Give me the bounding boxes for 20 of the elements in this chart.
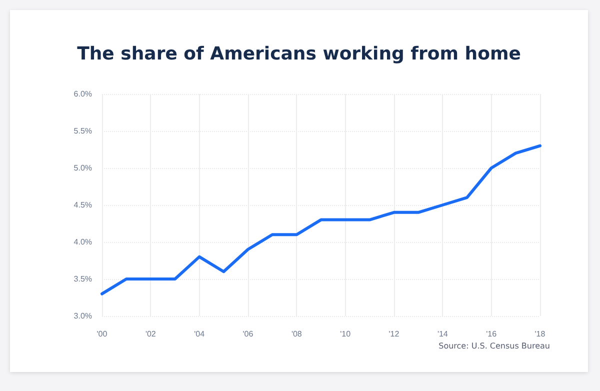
y-tick-label: 4.5% (74, 200, 92, 210)
x-tick-label: '14 (437, 330, 448, 338)
line-series (100, 144, 542, 296)
x-tick-label: '16 (486, 330, 498, 338)
x-tick-label: '00 (96, 330, 108, 338)
x-tick-label: '10 (340, 330, 352, 338)
x-tick-label: '18 (534, 330, 546, 338)
y-tick-label: 5.5% (74, 126, 92, 136)
chart-title: The share of Americans working from home (77, 44, 521, 64)
x-tick-label: '08 (291, 330, 302, 338)
x-tick-label: '04 (194, 330, 206, 338)
y-tick-label: 3.5% (74, 274, 92, 284)
source-note: Source: U.S. Census Bureau (438, 342, 550, 350)
x-tick-label: '02 (145, 330, 156, 338)
x-tick-label: '06 (242, 330, 254, 338)
x-tick-label: '12 (388, 330, 400, 338)
y-tick-label: 4.0% (74, 238, 92, 246)
y-tick-label: 6.0% (74, 90, 92, 98)
y-tick-label: 3.0% (74, 312, 92, 320)
y-tick-label: 5.0% (74, 164, 92, 172)
